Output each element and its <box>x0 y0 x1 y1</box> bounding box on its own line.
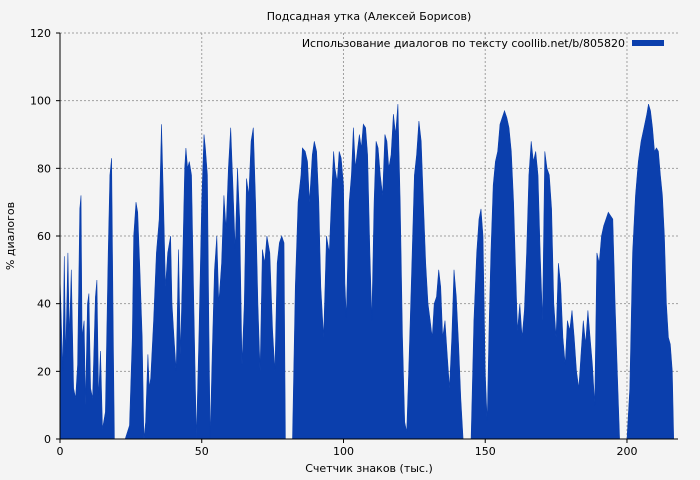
y-tick-label: 60 <box>37 230 51 243</box>
legend-label: Использование диалогов по тексту coollib… <box>302 37 625 50</box>
chart-title: Подсадная утка (Алексей Борисов) <box>267 10 472 23</box>
x-tick-label: 200 <box>616 445 637 458</box>
y-tick-label: 100 <box>30 95 51 108</box>
legend: Использование диалогов по тексту coollib… <box>302 37 664 50</box>
y-tick-label: 80 <box>37 162 51 175</box>
x-tick-label: 50 <box>195 445 209 458</box>
y-axis-label: % диалогов <box>4 202 17 270</box>
ticks: 0 20 40 60 80 100 120 0 50 100 150 200 <box>30 27 637 458</box>
y-tick-label: 120 <box>30 27 51 40</box>
data-area <box>59 104 675 440</box>
y-tick-label: 0 <box>44 433 51 446</box>
x-tick-label: 0 <box>57 445 64 458</box>
x-axis-label: Счетчик знаков (тыс.) <box>305 462 433 475</box>
y-tick-label: 40 <box>37 298 51 311</box>
x-tick-label: 150 <box>475 445 496 458</box>
x-tick-label: 100 <box>333 445 354 458</box>
y-tick-label: 20 <box>37 365 51 378</box>
legend-swatch <box>632 40 664 46</box>
series-area <box>59 104 675 440</box>
